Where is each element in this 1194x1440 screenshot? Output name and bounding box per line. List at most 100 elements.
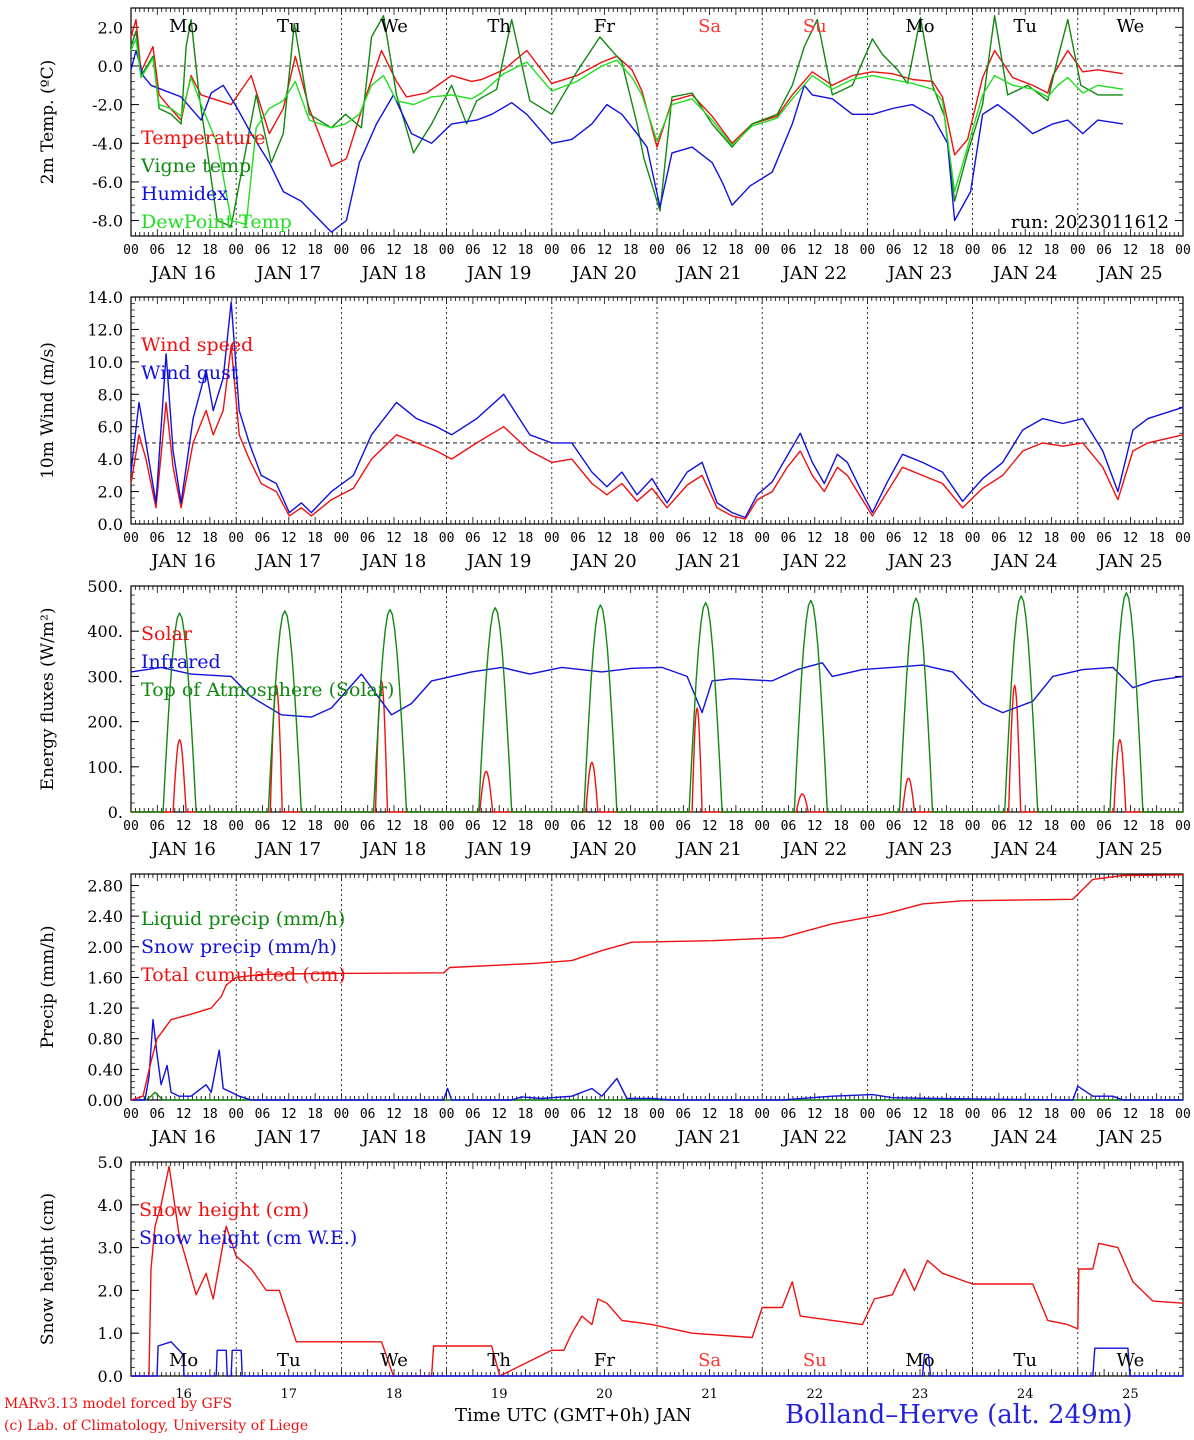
day-label: JAN 23 [886, 1127, 953, 1148]
weekday-label: Tu [277, 1350, 301, 1371]
weekday-label: Tu [1013, 16, 1037, 37]
day-number-label: 19 [491, 1387, 508, 1402]
series-line-1-2 [130, 15, 1123, 227]
weekday-label: We [1117, 1350, 1145, 1371]
hour-label: 12 [597, 531, 613, 546]
series-line-1-1 [130, 18, 1124, 168]
y-tick-label: 4.0 [98, 450, 123, 469]
hour-label: 00 [123, 243, 139, 258]
hour-label: 00 [123, 819, 139, 834]
hour-label: 06 [781, 1107, 797, 1122]
y-tick-label: -6.0 [92, 173, 123, 192]
legend-entry: Wind speed [141, 334, 253, 356]
hour-label: 00 [754, 243, 770, 258]
hour-label: 00 [439, 531, 455, 546]
hour-label: 00 [860, 1107, 876, 1122]
hour-label: 00 [439, 1107, 455, 1122]
hour-label: 06 [465, 1107, 481, 1122]
day-number-label: 24 [1017, 1387, 1034, 1402]
hour-label: 12 [1017, 243, 1033, 258]
day-number-label: 20 [596, 1387, 613, 1402]
hour-label: 06 [149, 1107, 165, 1122]
hour-label: 12 [1017, 1107, 1033, 1122]
y-tick-label: 2.0 [98, 483, 123, 502]
hour-label: 06 [570, 819, 586, 834]
hour-label: 06 [886, 1107, 902, 1122]
day-label: JAN 25 [1096, 839, 1163, 860]
hour-label: 18 [938, 531, 954, 546]
hour-label: 00 [1070, 819, 1086, 834]
y-tick-label: -4.0 [92, 134, 123, 153]
legend-entry: Humidex [141, 183, 228, 205]
y-tick-label: 300. [87, 667, 123, 686]
weekday-label: We [1117, 16, 1145, 37]
hour-label: 00 [334, 1107, 350, 1122]
hour-label: 06 [1096, 819, 1112, 834]
hour-label: 12 [1123, 243, 1139, 258]
series-line-1-3 [130, 49, 1124, 233]
y-tick-label: 14.0 [87, 288, 123, 307]
day-label: JAN 25 [1096, 1127, 1163, 1148]
panel-4 [130, 873, 1184, 1101]
day-label: JAN 18 [360, 551, 427, 572]
legend-entry: Snow height (cm W.E.) [139, 1227, 357, 1249]
hour-label: 06 [781, 243, 797, 258]
day-label: JAN 24 [991, 551, 1058, 572]
plot-frame [130, 296, 1184, 525]
legend-entry: DewPoint Temp [141, 211, 292, 233]
hour-label: 18 [307, 1107, 323, 1122]
hour-label: 12 [281, 243, 297, 258]
hour-label: 06 [465, 819, 481, 834]
day-label: JAN 20 [570, 551, 637, 572]
day-number-label: 21 [701, 1387, 718, 1402]
weekday-label: Th [487, 16, 511, 37]
hour-label: 00 [334, 531, 350, 546]
day-label: JAN 21 [675, 263, 742, 284]
y-tick-label: 4.0 [98, 1196, 123, 1215]
hour-label: 12 [702, 819, 718, 834]
y-tick-label: 200. [87, 713, 123, 732]
hour-label: 06 [991, 243, 1007, 258]
hour-label: 00 [965, 243, 981, 258]
hour-label: 18 [1149, 531, 1165, 546]
hour-label: 12 [807, 1107, 823, 1122]
hour-label: 12 [702, 1107, 718, 1122]
hour-label: 00 [860, 243, 876, 258]
y-tick-label: 0.40 [87, 1060, 123, 1079]
weekday-label: Mo [169, 1350, 198, 1371]
weekday-label: Mo [905, 16, 934, 37]
hour-label: 18 [202, 1107, 218, 1122]
weekday-label: Tu [1013, 1350, 1037, 1371]
legend-entry: Snow precip (mm/h) [141, 936, 337, 958]
day-label: JAN 16 [149, 839, 216, 860]
hour-label: 12 [176, 819, 192, 834]
day-label: JAN 20 [570, 263, 637, 284]
hour-label: 12 [281, 531, 297, 546]
hour-label: 06 [991, 1107, 1007, 1122]
y-tick-label: 6.0 [98, 418, 123, 437]
hour-label: 00 [228, 819, 244, 834]
y-tick-label: 1.60 [87, 968, 123, 987]
y-tick-label: 2.80 [87, 876, 123, 895]
hour-label: 18 [518, 243, 534, 258]
hour-label: 18 [518, 1107, 534, 1122]
hour-label: 00 [334, 819, 350, 834]
day-label: JAN 23 [886, 551, 953, 572]
day-label: JAN 17 [255, 551, 322, 572]
hour-label: 00 [1175, 1107, 1191, 1122]
weekday-label: Tu [277, 16, 301, 37]
legend-entry: Solar [141, 623, 193, 645]
day-label: JAN 21 [675, 1127, 742, 1148]
hour-label: 12 [1123, 531, 1139, 546]
hour-label: 12 [597, 819, 613, 834]
day-label: JAN 18 [360, 263, 427, 284]
hour-label: 12 [176, 243, 192, 258]
hour-label: 00 [544, 243, 560, 258]
y-tick-label: 0. [108, 803, 123, 822]
series-line-4-3 [130, 874, 1184, 1101]
legend-entry: Liquid precip (mm/h) [141, 908, 345, 930]
day-label: JAN 21 [675, 551, 742, 572]
legend-entry: Wind gust [141, 362, 239, 384]
hour-label: 18 [623, 819, 639, 834]
hour-label: 18 [307, 243, 323, 258]
